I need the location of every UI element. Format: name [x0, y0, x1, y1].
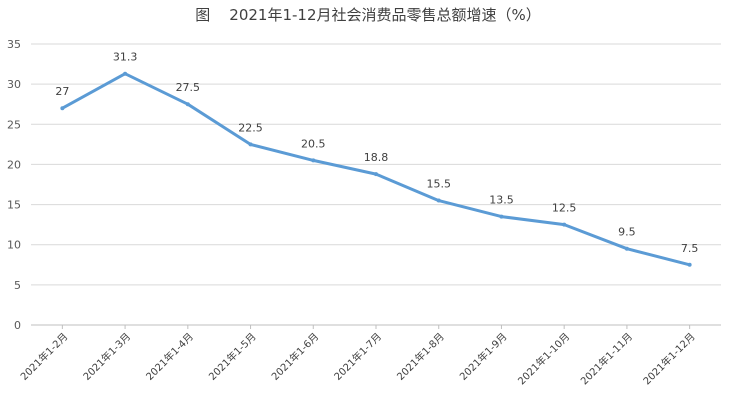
x-tick-label: 2021年1-5月: [206, 330, 259, 383]
x-tick-label: 2021年1-3月: [80, 330, 133, 383]
y-tick-label: 25: [7, 118, 21, 131]
chart-title: 图 2021年1-12月社会消费品零售总额增速（%）: [195, 6, 541, 24]
data-label: 13.5: [489, 194, 514, 207]
data-label: 31.3: [113, 51, 138, 64]
data-label: 20.5: [301, 137, 326, 150]
x-tick-label: 2021年1-11月: [578, 330, 635, 387]
data-point: [311, 158, 316, 163]
data-point: [624, 246, 629, 251]
data-labels: 27 31.3 27.5 22.5 20.5 18.8 15.5 13.5 12.5 9.5 7.5: [55, 51, 698, 255]
data-point: [248, 142, 253, 147]
y-tick-label: 15: [7, 199, 21, 212]
x-tick-label: 2021年1-7月: [331, 330, 384, 383]
y-tick-label: 20: [7, 158, 21, 171]
series-layer: [60, 71, 692, 267]
x-tick-label: 2021年1-9月: [457, 330, 510, 383]
y-tick-label: 5: [14, 279, 21, 292]
data-label: 27: [55, 85, 69, 98]
data-point: [562, 222, 567, 227]
data-point: [687, 262, 692, 267]
data-point: [185, 102, 190, 107]
data-point: [123, 71, 128, 76]
series-line: [60, 72, 692, 267]
data-label: 9.5: [618, 226, 636, 239]
y-tick-label: 30: [7, 78, 21, 91]
y-tick-label: 10: [7, 239, 21, 252]
data-label: 27.5: [176, 81, 201, 94]
data-point: [499, 214, 504, 219]
data-point: [436, 198, 441, 203]
data-label: 18.8: [364, 151, 389, 164]
gridlines: [31, 43, 721, 286]
data-label: 15.5: [426, 178, 451, 191]
data-label: 12.5: [552, 202, 577, 215]
x-tick-label: 2021年1-8月: [394, 330, 447, 383]
x-tick-label: 2021年1-2月: [18, 330, 71, 383]
x-axis: 2021年1-2月 2021年1-3月 2021年1-4月 2021年1-5月 2021…: [18, 324, 721, 387]
x-tick-label: 2021年1-12月: [640, 330, 697, 387]
data-label: 22.5: [238, 121, 263, 134]
y-tick-label: 0: [14, 319, 21, 332]
data-label: 7.5: [681, 242, 699, 255]
x-tick-label: 2021年1-6月: [269, 330, 322, 383]
x-tick-label: 2021年1-10月: [515, 330, 572, 387]
y-tick-label: 35: [7, 38, 21, 51]
data-point: [60, 106, 65, 111]
y-axis: 0 5 10 15 20 25 30 35: [7, 38, 21, 332]
data-point: [374, 172, 378, 177]
x-tick-label: 2021年1-4月: [143, 330, 196, 383]
